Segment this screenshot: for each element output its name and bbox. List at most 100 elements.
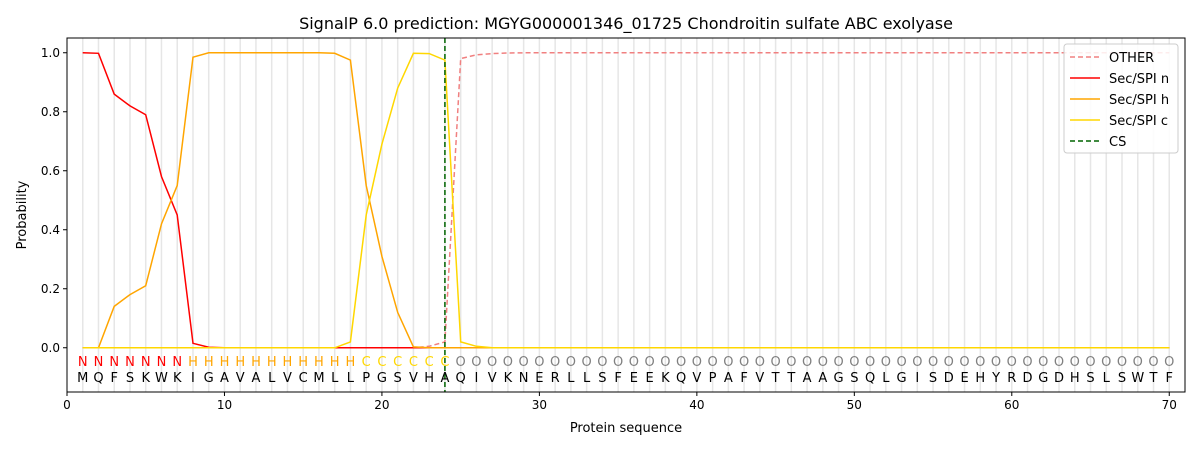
residue-label: H	[424, 371, 434, 386]
region-label: O	[959, 355, 969, 370]
residue-label: D	[944, 371, 954, 386]
residue-label: V	[488, 371, 497, 386]
legend-label: Sec/SPI c	[1109, 114, 1168, 129]
region-label: N	[125, 355, 135, 370]
y-tick-label: 0.8	[41, 105, 60, 119]
region-label: H	[346, 355, 356, 370]
region-label: O	[1070, 355, 1080, 370]
residue-label: P	[709, 371, 717, 386]
region-label: O	[1164, 355, 1174, 370]
region-label: C	[409, 355, 418, 370]
residue-label: F	[614, 371, 621, 386]
residue-label: L	[331, 371, 339, 386]
y-tick-label: 0.2	[41, 282, 60, 296]
region-label: O	[1085, 355, 1095, 370]
region-label: O	[550, 355, 560, 370]
residue-label: Q	[676, 371, 686, 386]
region-label: O	[597, 355, 607, 370]
residue-label: V	[692, 371, 701, 386]
region-label: O	[944, 355, 954, 370]
legend-box	[1063, 43, 1179, 154]
residue-label: G	[1038, 371, 1048, 386]
residue-label: F	[740, 371, 747, 386]
residue-label: K	[504, 371, 513, 386]
residue-label: C	[299, 371, 308, 386]
x-tick-label: 60	[1004, 398, 1019, 412]
residue-label: H	[975, 371, 985, 386]
y-tick-label: 0.4	[41, 223, 60, 237]
residue-label: N	[519, 371, 529, 386]
region-label: O	[645, 355, 655, 370]
residue-label: A	[252, 371, 261, 386]
chart-title: SignalP 6.0 prediction: MGYG000001346_01…	[299, 14, 953, 34]
x-tick-label: 50	[847, 398, 862, 412]
region-label: O	[629, 355, 639, 370]
residue-label: S	[1086, 371, 1094, 386]
residue-label: F	[110, 371, 117, 386]
region-label: O	[1101, 355, 1111, 370]
x-tick-label: 20	[374, 398, 389, 412]
plot-frame	[66, 37, 1186, 393]
residue-label: A	[803, 371, 812, 386]
residue-label: L	[567, 371, 575, 386]
region-label: C	[440, 355, 449, 370]
legend-label: CS	[1109, 135, 1126, 150]
residue-label: V	[755, 371, 764, 386]
residue-label: A	[220, 371, 229, 386]
region-label: O	[723, 355, 733, 370]
residue-label: K	[141, 371, 150, 386]
region-label: O	[456, 355, 466, 370]
residue-label: V	[236, 371, 245, 386]
x-tick-label: 40	[689, 398, 704, 412]
region-label: H	[330, 355, 340, 370]
region-label: O	[818, 355, 828, 370]
residue-label: V	[409, 371, 418, 386]
region-label: H	[204, 355, 214, 370]
region-label: O	[660, 355, 670, 370]
region-label: O	[975, 355, 985, 370]
region-label: H	[235, 355, 245, 370]
legend-label: Sec/SPI n	[1109, 72, 1169, 87]
region-label: O	[1133, 355, 1143, 370]
region-label: C	[425, 355, 434, 370]
residue-label: G	[204, 371, 214, 386]
region-label: C	[393, 355, 402, 370]
residue-label: S	[598, 371, 606, 386]
region-label: C	[377, 355, 386, 370]
region-label: H	[314, 355, 324, 370]
x-tick-label: 30	[532, 398, 547, 412]
region-label: O	[613, 355, 623, 370]
residue-label: E	[630, 371, 638, 386]
residue-label: L	[347, 371, 355, 386]
residue-label: M	[77, 371, 88, 386]
x-tick-label: 0	[63, 398, 71, 412]
residue-label: R	[551, 371, 560, 386]
region-label: O	[487, 355, 497, 370]
series-line-sec-spi-c	[82, 52, 1170, 349]
residue-label: K	[173, 371, 182, 386]
region-label: O	[1038, 355, 1048, 370]
y-axis-label: Probability	[15, 180, 30, 249]
series-lines	[82, 38, 1170, 392]
residue-label: G	[897, 371, 907, 386]
region-label: H	[283, 355, 293, 370]
residue-label: G	[377, 371, 387, 386]
region-label: O	[770, 355, 780, 370]
residue-label: E	[646, 371, 654, 386]
series-line-sec-spi-h	[82, 52, 1170, 349]
region-label: O	[519, 355, 529, 370]
grid-lines	[81, 38, 1171, 392]
residue-label: T	[1149, 371, 1158, 386]
residue-label: Q	[456, 371, 466, 386]
residue-label: I	[474, 371, 478, 386]
region-label: O	[833, 355, 843, 370]
x-axis-label: Protein sequence	[570, 421, 682, 436]
x-tick-label: 70	[1162, 398, 1177, 412]
residue-label: D	[1054, 371, 1064, 386]
y-tick-label: 0.0	[41, 341, 60, 355]
residue-label: R	[1007, 371, 1016, 386]
residue-label: H	[1070, 371, 1080, 386]
residue-label: L	[583, 371, 591, 386]
residue-label: E	[535, 371, 543, 386]
